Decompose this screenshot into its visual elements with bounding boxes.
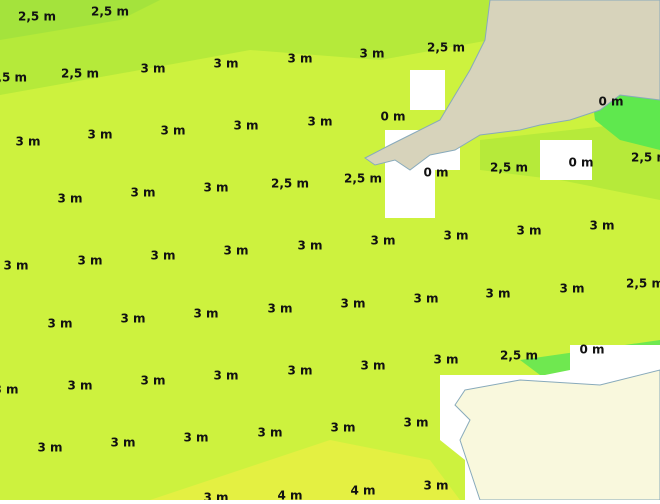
green-zone: [0, 0, 160, 40]
wave-height-label: 3 m: [110, 436, 135, 450]
wave-height-label: 3 m: [130, 186, 155, 200]
wave-height-label: 2,5 m: [0, 71, 27, 85]
wave-height-label: 2,5 m: [631, 151, 660, 165]
wave-height-label: 3 m: [150, 249, 175, 263]
wave-height-label: 3 m: [403, 416, 428, 430]
wave-height-label: 3 m: [3, 259, 28, 273]
wave-height-label: 2,5 m: [271, 177, 309, 191]
wave-height-label: 2,5 m: [490, 161, 528, 175]
wave-height-label: 3 m: [413, 292, 438, 306]
wave-height-label: 3 m: [193, 307, 218, 321]
wave-height-label: 3 m: [213, 57, 238, 71]
wave-height-label: 0 m: [568, 156, 593, 170]
wave-height-label: 3 m: [203, 181, 228, 195]
wave-height-label: 3 m: [423, 479, 448, 493]
wave-height-label: 0 m: [380, 110, 405, 124]
wave-height-label: 3 m: [287, 364, 312, 378]
wave-height-label: 3 m: [559, 282, 584, 296]
wave-height-label: 3 m: [160, 124, 185, 138]
wave-height-label: 3 m: [359, 47, 384, 61]
wave-height-label: 3 m: [297, 239, 322, 253]
wave-height-label: 0 m: [598, 95, 623, 109]
wave-height-label: 3 m: [15, 135, 40, 149]
land: [454, 369, 660, 501]
wave-height-label: 2,5 m: [427, 41, 465, 55]
wave-height-label: 3 m: [87, 128, 112, 142]
wave-height-label: 2,5 m: [18, 10, 56, 24]
wave-height-label: 3 m: [77, 254, 102, 268]
wave-height-label: 2,5 m: [626, 277, 660, 291]
labels: 2,5 m 2,5 m 3 m 2,5 m 3 m 3 m 3 m 2,5 m 2,5 m 0 m…: [0, 5, 660, 504]
wave-height-label: 3 m: [47, 317, 72, 331]
wave-height-label: 3 m: [140, 374, 165, 388]
wave-height-label: 3 m: [370, 234, 395, 248]
wave-height-label: 2,5 m: [500, 349, 538, 363]
yellow-zone: [150, 440, 460, 500]
wave-height-label: 2,5 m: [91, 5, 129, 19]
wave-height-label: 4 m: [350, 484, 375, 498]
wave-height-label: 3 m: [330, 421, 355, 435]
green-zone: [0, 0, 490, 95]
wave-height-label: 3 m: [223, 244, 248, 258]
wave-height-label: 3 m: [213, 369, 238, 383]
wave-height-label: 3 m: [183, 431, 208, 445]
wave-height-label: 3 m: [340, 297, 365, 311]
wave-height-label: 0 m: [579, 343, 604, 357]
wave-height-label: 3 m: [485, 287, 510, 301]
wave-height-label: 3 m: [0, 383, 19, 397]
wave-height-label: 3 m: [307, 115, 332, 129]
no-data: [385, 70, 592, 218]
wave-height-label: 3 m: [67, 379, 92, 393]
wave-height-label: 3 m: [443, 229, 468, 243]
wave-height-label: 3 m: [433, 353, 458, 367]
wave-height-label: 3 m: [57, 192, 82, 206]
wave-height-label: 3 m: [233, 119, 258, 133]
wave-height-label: 2,5 m: [61, 67, 99, 81]
wave-height-label: 3 m: [37, 441, 62, 455]
wave-height-label: 3 m: [257, 426, 282, 440]
wave-height-label: 3 m: [287, 52, 312, 66]
wave-height-label: 3 m: [589, 219, 614, 233]
wave-height-label: 3 m: [360, 359, 385, 373]
wave-height-label: 3 m: [516, 224, 541, 238]
wave-height-label: 4 m: [277, 489, 302, 501]
wave-height-label: 3 m: [140, 62, 165, 76]
land: [364, 0, 660, 171]
wave-height-label: 0 m: [423, 166, 448, 180]
wave-height-label: 3 m: [203, 491, 228, 501]
wave-height-label: 3 m: [267, 302, 292, 316]
wave-height-label: 2,5 m: [344, 172, 382, 186]
wave-height-label: 3 m: [120, 312, 145, 326]
